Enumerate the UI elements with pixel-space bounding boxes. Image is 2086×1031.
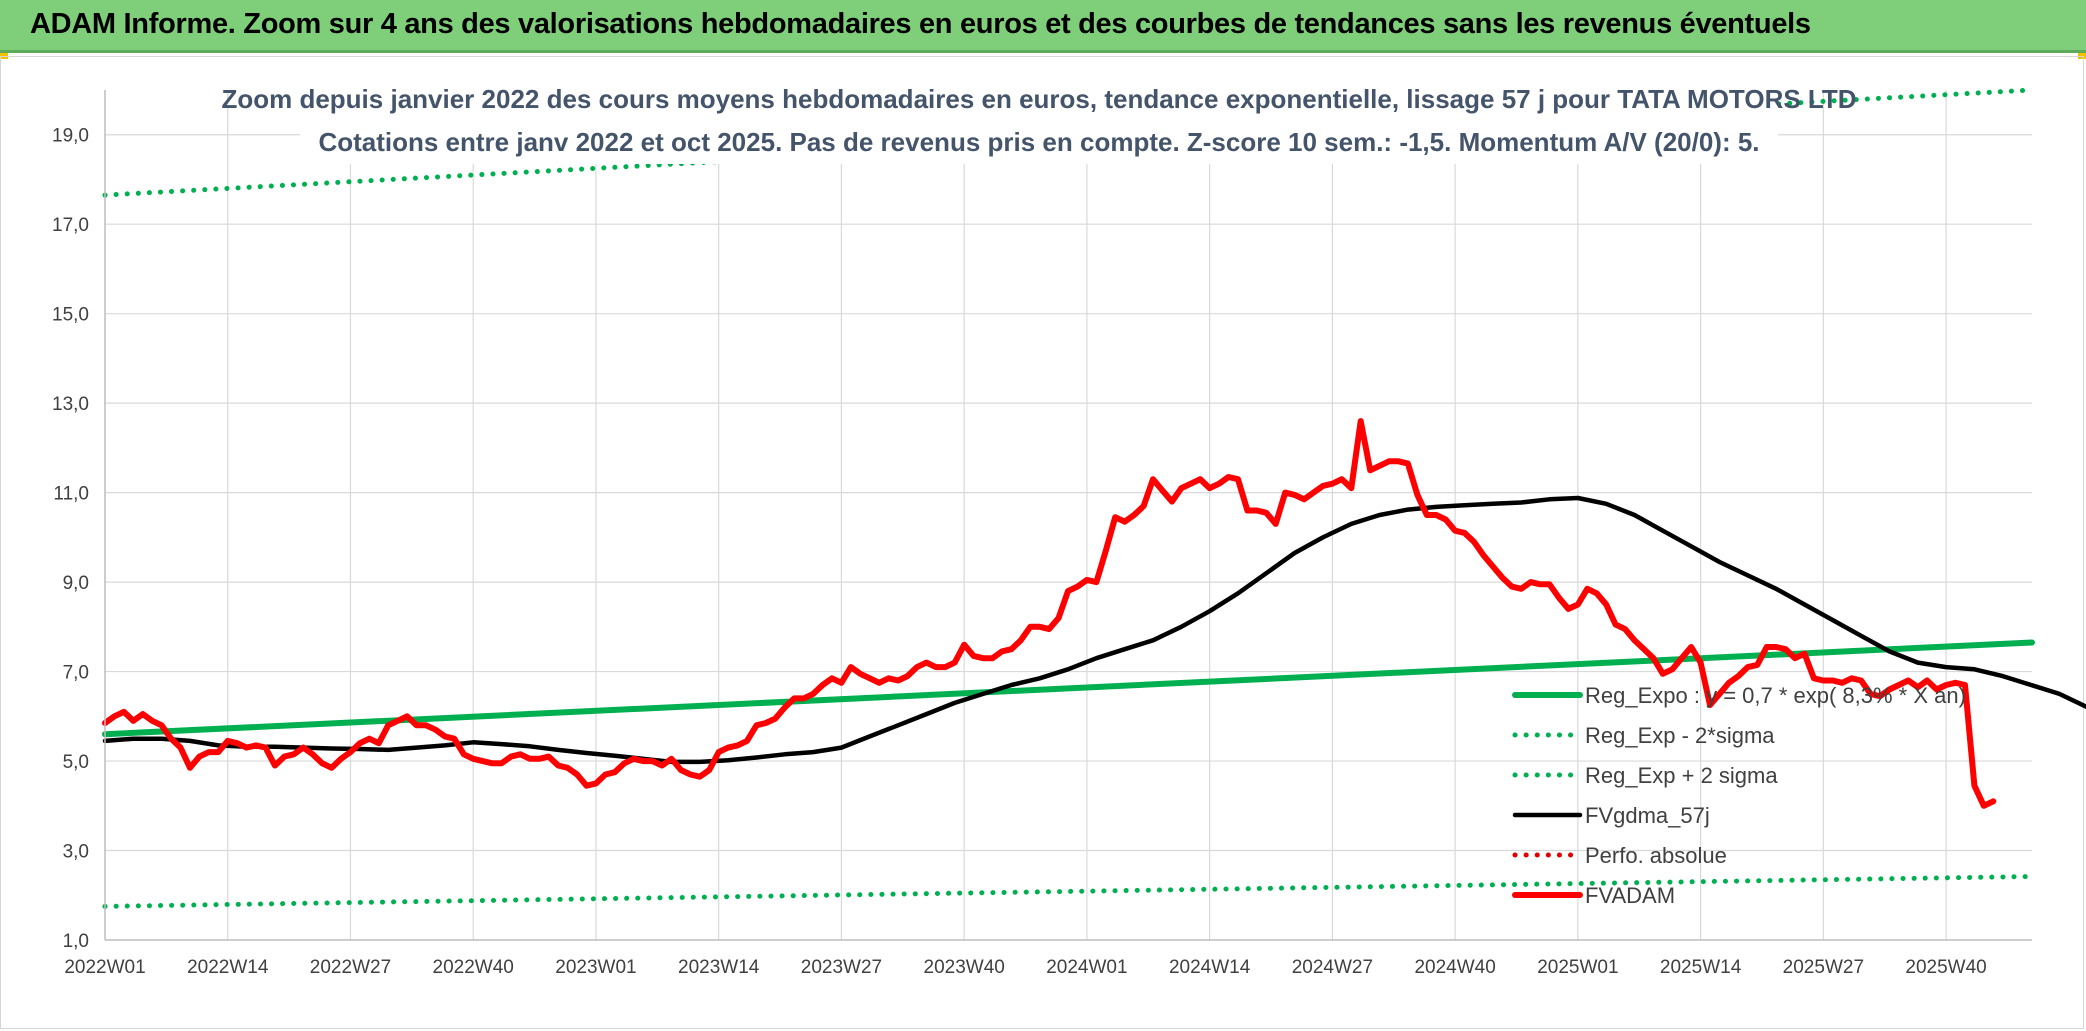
y-tick-label: 19,0 <box>52 126 89 147</box>
series-line-fvgdma-57j <box>102 495 2086 765</box>
report-banner: ADAM Informe. Zoom sur 4 ans des valoris… <box>0 0 2086 53</box>
grid-layer <box>104 90 2032 941</box>
legend-label: FVADAM <box>1585 883 1675 908</box>
y-tick-label: 15,0 <box>52 305 89 326</box>
series-layer <box>102 87 2086 909</box>
y-tick-label: 7,0 <box>63 663 89 684</box>
series-line-reg-expo-y-0-7-exp-8-3-x-an <box>102 639 2035 738</box>
series-line-fvadam <box>102 418 1997 809</box>
x-tick-label: 2025W27 <box>1783 957 1864 978</box>
x-tick-label: 2022W14 <box>187 957 269 978</box>
x-tick-label: 2024W27 <box>1292 957 1373 978</box>
x-tick-label: 2023W40 <box>924 957 1005 978</box>
y-tick-label: 13,0 <box>52 394 89 415</box>
legend-label: FVgdma_57j <box>1585 803 1710 828</box>
x-tick-label: 2023W14 <box>678 957 760 978</box>
y-tick-label: 5,0 <box>63 752 89 773</box>
x-tick-label: 2022W01 <box>64 957 145 978</box>
x-tick-label: 2023W01 <box>555 957 636 978</box>
x-tick-label: 2024W14 <box>1169 957 1251 978</box>
x-tick-label: 2024W40 <box>1414 957 1495 978</box>
y-tick-label: 1,0 <box>63 931 89 952</box>
legend: Reg_Expo : y = 0,7 * exp( 8,3% * X an) Re… <box>1512 683 1966 908</box>
x-tick-label: 2025W40 <box>1905 957 1986 978</box>
x-tick-label: 2024W01 <box>1046 957 1127 978</box>
x-tick-label: 2022W40 <box>433 957 514 978</box>
y-tick-label: 3,0 <box>63 842 89 863</box>
y-tick-label: 9,0 <box>63 573 89 594</box>
series-line-reg-exp-2-sigma <box>102 874 2035 909</box>
chart-title-line2: Cotations entre janv 2022 et oct 2025. P… <box>318 127 1759 157</box>
chart-frame <box>0 56 2084 1029</box>
chart-title-line1: Zoom depuis janvier 2022 des cours moyen… <box>221 84 1856 114</box>
title-background <box>300 80 1778 164</box>
y-tick-label: 11,0 <box>53 484 89 505</box>
y-tick-label: 17,0 <box>52 215 89 236</box>
x-tick-label: 2025W01 <box>1537 957 1618 978</box>
x-tick-label: 2023W27 <box>801 957 882 978</box>
legend-label: Reg_Exp + 2 sigma <box>1585 763 1778 788</box>
x-tick-label: 2022W27 <box>310 957 391 978</box>
chart-title-box: Zoom depuis janvier 2022 des cours moyen… <box>221 80 1857 164</box>
legend-label: Perfo. absolue <box>1585 843 1727 868</box>
legend-label: Reg_Exp - 2*sigma <box>1585 723 1775 748</box>
axis-layer: 1,0 3,0 5,0 7,0 9,0 11,0 13,0 15,0 17,0 19,0 2022W… <box>52 90 2032 978</box>
legend-label: Reg_Expo : y = 0,7 * exp( 8,3% * X an) <box>1585 683 1966 708</box>
banner-title: ADAM Informe. Zoom sur 4 ans des valoris… <box>30 8 1811 40</box>
x-tick-label: 2025W14 <box>1660 957 1742 978</box>
